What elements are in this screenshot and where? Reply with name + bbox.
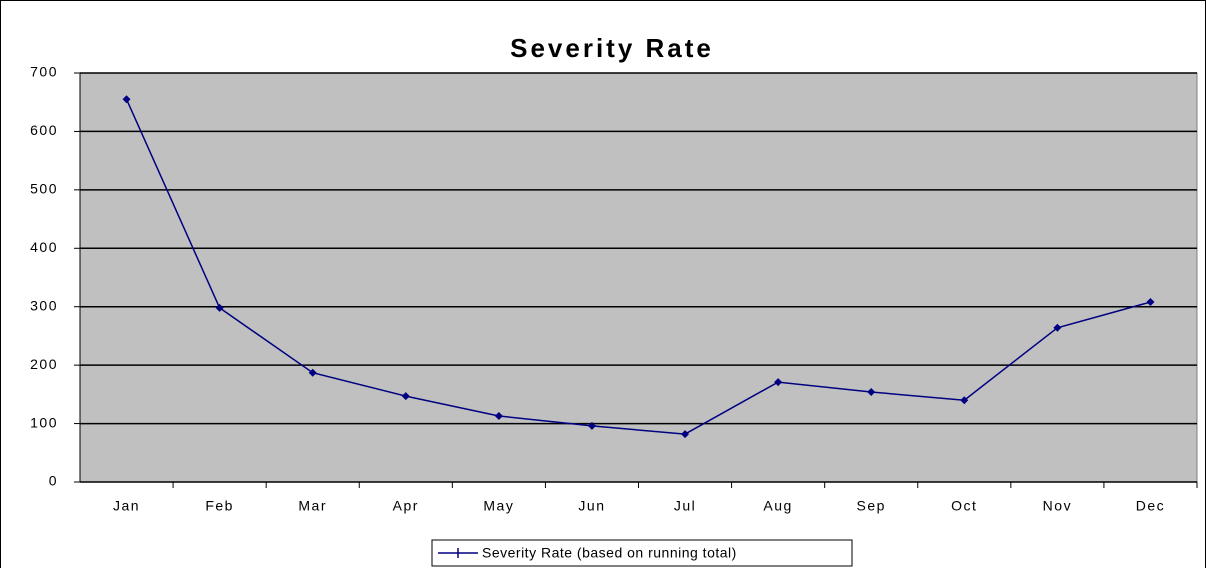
x-tick-label: Mar <box>298 498 327 514</box>
data-point <box>1146 298 1155 307</box>
y-tick-label: 600 <box>30 122 58 138</box>
y-tick-label: 400 <box>30 239 58 255</box>
x-tick-label: May <box>483 498 514 514</box>
x-tick-label: Jun <box>578 498 605 514</box>
data-point <box>867 388 876 397</box>
x-tick-label: Aug <box>763 498 792 514</box>
x-tick-label: Nov <box>1043 498 1072 514</box>
y-tick-label: 200 <box>30 356 58 372</box>
data-point <box>681 430 690 439</box>
y-tick-label: 100 <box>30 414 58 430</box>
legend-box <box>431 539 853 567</box>
data-point <box>401 392 410 401</box>
series-line <box>125 98 1151 435</box>
data-point <box>587 421 596 430</box>
y-tick-label: 300 <box>30 297 58 313</box>
data-point <box>122 95 131 104</box>
data-point <box>1053 323 1062 332</box>
chart-title: Severity Rate <box>510 33 714 63</box>
y-tick-label: 700 <box>30 64 58 80</box>
data-point <box>308 368 317 377</box>
plot-area <box>79 72 1198 483</box>
x-tick-label: Feb <box>205 498 234 514</box>
x-tick-label: Jan <box>113 498 140 514</box>
data-point <box>215 303 224 312</box>
data-point <box>960 396 969 405</box>
x-tick-label: Dec <box>1136 498 1165 514</box>
x-tick-label: Oct <box>951 498 977 514</box>
y-tick-label: 500 <box>30 181 58 197</box>
x-tick-label: Apr <box>393 498 419 514</box>
data-point <box>494 411 503 420</box>
x-tick-label: Jul <box>674 498 696 514</box>
data-point <box>774 378 783 387</box>
legend-label: Severity Rate (based on running total) <box>482 545 737 561</box>
x-tick-label: Sep <box>856 498 885 514</box>
y-tick-label: 0 <box>49 473 58 489</box>
